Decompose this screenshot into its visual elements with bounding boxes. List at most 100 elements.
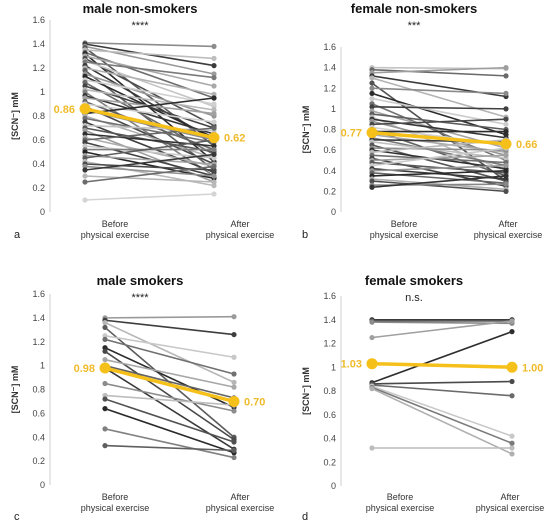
subject-before-point bbox=[82, 131, 88, 137]
subject-line bbox=[371, 154, 507, 164]
y-tick-label: 1.4 bbox=[32, 39, 45, 49]
subject-line bbox=[104, 398, 235, 443]
subject-before-point bbox=[102, 324, 108, 331]
subject-line bbox=[371, 147, 507, 167]
subject-line bbox=[84, 73, 215, 117]
y-tick-label: 1 bbox=[331, 362, 336, 372]
subject-after-point bbox=[211, 111, 217, 117]
subject-line bbox=[104, 358, 235, 388]
y-tick-label: 0.8 bbox=[323, 125, 336, 135]
subject-before-point bbox=[82, 163, 88, 169]
subject-after-point bbox=[211, 43, 217, 50]
subject-after-point bbox=[231, 314, 237, 320]
y-axis-label: [SCN⁻] mM bbox=[10, 92, 20, 140]
y-axis-label: [SCN⁻] mM bbox=[301, 106, 311, 154]
panel-title: male smokers bbox=[97, 273, 184, 288]
y-tick-label: 0 bbox=[40, 480, 45, 490]
subject-after-point bbox=[231, 447, 237, 453]
subject-before-point bbox=[369, 75, 375, 81]
significance-label: **** bbox=[131, 20, 149, 32]
x-category-line: After bbox=[230, 492, 249, 502]
x-category-line: physical exercise bbox=[370, 230, 439, 240]
subject-line bbox=[371, 385, 513, 437]
subject-before-point bbox=[82, 139, 88, 145]
subject-before-point bbox=[102, 443, 108, 449]
mean-after-label: 0.62 bbox=[224, 133, 245, 145]
subject-after-point bbox=[211, 147, 217, 153]
subject-line bbox=[371, 164, 507, 172]
mean-before-point bbox=[99, 362, 111, 374]
subject-before-point bbox=[82, 83, 88, 89]
subject-after-point bbox=[211, 173, 217, 179]
subject-before-point bbox=[369, 319, 375, 325]
subject-after-point bbox=[211, 55, 217, 62]
y-tick-label: 0.4 bbox=[32, 159, 45, 169]
subject-after-point bbox=[231, 439, 237, 445]
subject-after-point bbox=[231, 331, 237, 338]
x-category-label: Before physical exercise bbox=[366, 492, 435, 513]
subject-after-point bbox=[211, 91, 217, 97]
mean-line bbox=[104, 366, 235, 404]
subject-before-point bbox=[82, 167, 88, 173]
subject-before-point bbox=[102, 320, 108, 326]
subject-line bbox=[84, 154, 215, 165]
subject-after-point bbox=[211, 191, 217, 197]
subject-line bbox=[104, 364, 235, 399]
mean-after-label: 1.00 bbox=[522, 362, 543, 374]
panel-letter: c bbox=[14, 511, 20, 523]
subject-after-point bbox=[231, 384, 237, 390]
y-tick-label: 0.4 bbox=[323, 166, 336, 176]
panel-b: female non-smokers *** 0 0.2 0.4 0.6 0.8 1 1.2 1.… bbox=[301, 1, 542, 241]
subject-after-point bbox=[211, 179, 217, 185]
panel-letter: a bbox=[14, 229, 21, 241]
subject-line bbox=[104, 444, 235, 452]
subject-after-point bbox=[211, 151, 217, 157]
subject-after-point bbox=[503, 90, 509, 97]
mean-line bbox=[371, 361, 513, 369]
x-category-line: Before bbox=[102, 219, 129, 229]
y-tick-label: 0 bbox=[331, 207, 336, 217]
mean-line bbox=[84, 107, 215, 140]
subject-line bbox=[371, 118, 507, 139]
y-tick-label: 0.2 bbox=[323, 186, 336, 196]
subject-before-point bbox=[369, 85, 375, 91]
subject-after-point bbox=[211, 101, 217, 107]
subject-before-point bbox=[82, 143, 88, 149]
subject-line bbox=[371, 87, 507, 95]
y-tick-label: 1.6 bbox=[32, 15, 45, 25]
subject-after-point bbox=[503, 152, 509, 158]
x-category-line: physical exercise bbox=[81, 503, 150, 513]
x-category-line: After bbox=[500, 492, 519, 502]
subject-line bbox=[84, 133, 215, 147]
subject-line bbox=[371, 384, 513, 397]
subject-before-point bbox=[369, 90, 375, 97]
subject-before-point bbox=[102, 345, 108, 351]
significance-label: *** bbox=[408, 20, 422, 32]
mean-before-label: 0.98 bbox=[74, 363, 95, 375]
subject-before-point bbox=[102, 336, 108, 342]
subject-after-point bbox=[509, 318, 515, 324]
subject-after-point bbox=[211, 163, 217, 169]
subject-before-point bbox=[82, 155, 88, 161]
subject-line bbox=[84, 61, 215, 79]
y-tick-label: 0.6 bbox=[32, 408, 45, 418]
subject-before-point bbox=[369, 178, 375, 184]
subject-before-point bbox=[82, 119, 88, 125]
x-category-label: After physical exercise bbox=[206, 219, 275, 240]
subject-before-point bbox=[82, 95, 88, 101]
subject-line bbox=[104, 428, 235, 459]
subject-after-point bbox=[503, 173, 509, 179]
subject-line bbox=[104, 350, 235, 441]
subject-after-point bbox=[211, 95, 217, 101]
subject-line bbox=[371, 320, 513, 339]
x-category-line: physical exercise bbox=[206, 503, 275, 513]
y-tick-label: 1.6 bbox=[323, 42, 336, 52]
subject-after-point bbox=[211, 119, 217, 125]
subject-line bbox=[84, 60, 215, 108]
panel-title: female smokers bbox=[365, 273, 463, 288]
y-tick-label: 0.2 bbox=[32, 456, 45, 466]
subject-line bbox=[84, 165, 215, 183]
subject-line bbox=[104, 394, 235, 406]
